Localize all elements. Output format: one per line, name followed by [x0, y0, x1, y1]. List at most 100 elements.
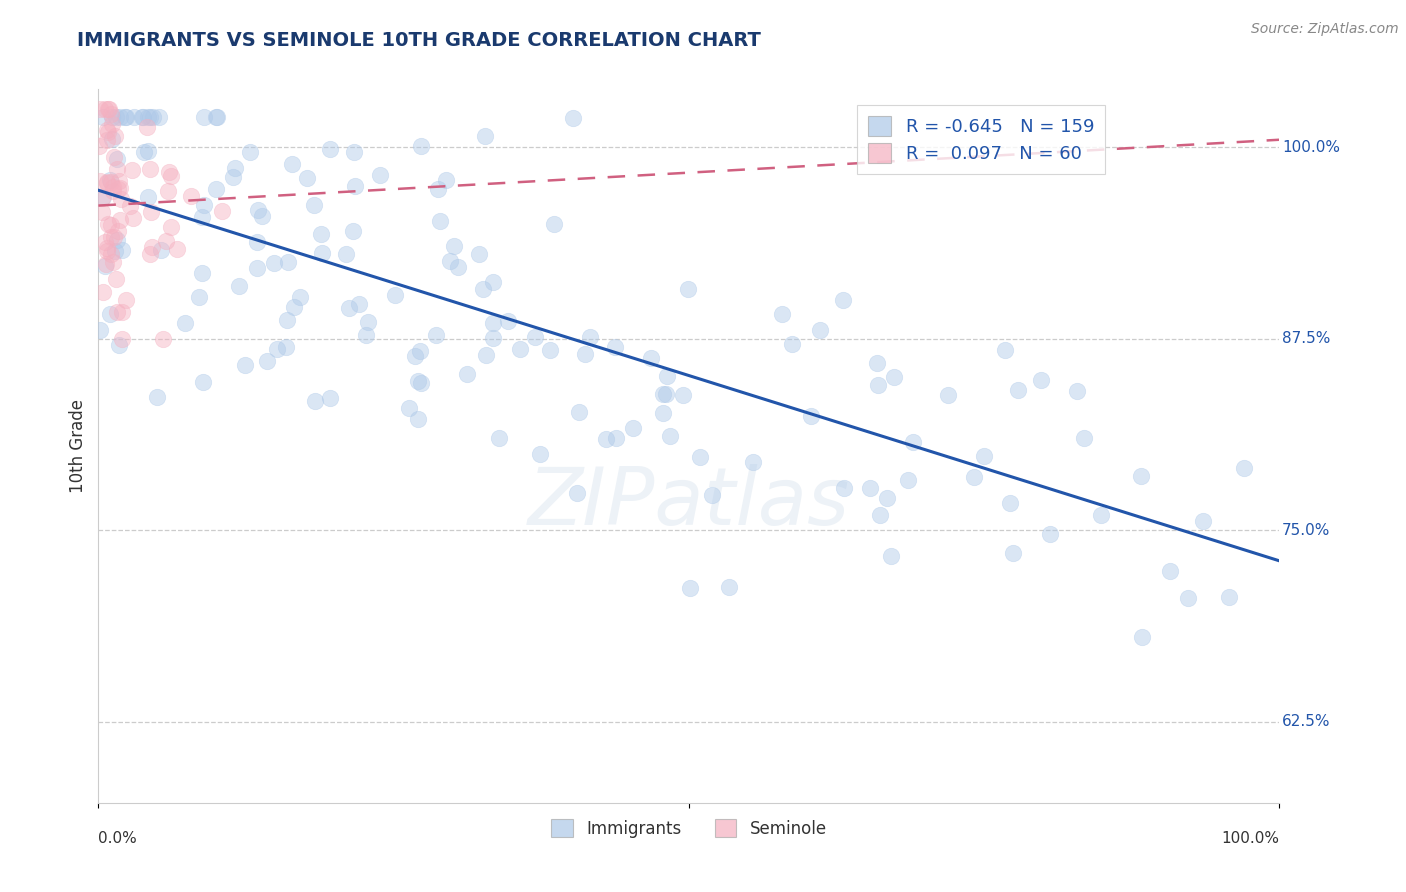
Point: [655, 386, 678, 401]
Point: [897, 473, 920, 487]
Point: [543, 217, 565, 231]
Point: [488, 431, 510, 445]
Point: [246, 261, 269, 276]
Point: [107, 174, 129, 188]
Point: [111, 243, 134, 257]
Point: [222, 169, 245, 184]
Point: [136, 145, 159, 159]
Point: [1218, 591, 1240, 605]
Point: [159, 169, 181, 183]
Point: [96, 133, 118, 147]
Point: [496, 314, 519, 328]
Point: [96, 257, 118, 271]
Point: [538, 343, 561, 358]
Point: [276, 312, 298, 326]
Point: [89, 323, 111, 337]
Point: [104, 244, 127, 258]
Point: [482, 331, 505, 345]
Text: 75.0%: 75.0%: [1282, 523, 1330, 538]
Point: [595, 432, 617, 446]
Point: [429, 214, 451, 228]
Point: [190, 210, 212, 224]
Point: [98, 172, 121, 186]
Point: [100, 175, 122, 189]
Point: [100, 247, 122, 261]
Point: [717, 580, 740, 594]
Point: [689, 450, 711, 465]
Point: [447, 260, 470, 274]
Point: [475, 348, 498, 362]
Point: [456, 367, 478, 381]
Point: [101, 116, 124, 130]
Point: [111, 332, 134, 346]
Point: [105, 305, 128, 319]
Point: [295, 170, 318, 185]
Point: [159, 219, 181, 234]
Point: [91, 190, 114, 204]
Point: [101, 184, 124, 198]
Point: [146, 390, 169, 404]
Point: [869, 508, 891, 523]
Point: [579, 330, 602, 344]
Point: [1066, 384, 1088, 399]
Point: [1001, 546, 1024, 560]
Point: [135, 120, 157, 134]
Point: [104, 129, 127, 144]
Point: [574, 347, 596, 361]
Point: [973, 449, 995, 463]
Point: [384, 288, 406, 302]
Point: [105, 153, 128, 167]
Point: [652, 386, 675, 401]
Point: [148, 110, 170, 124]
Point: [93, 102, 115, 116]
Point: [425, 328, 447, 343]
Point: [343, 145, 366, 159]
Point: [97, 103, 120, 117]
Point: [426, 182, 449, 196]
Point: [252, 209, 274, 223]
Point: [398, 401, 420, 415]
Point: [1159, 564, 1181, 578]
Point: [132, 145, 155, 159]
Point: [239, 145, 262, 160]
Point: [283, 300, 305, 314]
Point: [562, 111, 585, 125]
Point: [277, 255, 299, 269]
Point: [193, 110, 215, 124]
Point: [901, 434, 924, 449]
Point: [318, 142, 340, 156]
Point: [605, 431, 627, 445]
Point: [938, 387, 960, 401]
Point: [770, 307, 793, 321]
Point: [91, 205, 114, 219]
Point: [1039, 526, 1062, 541]
Point: [342, 225, 364, 239]
Point: [1090, 508, 1112, 523]
Point: [652, 406, 675, 420]
Point: [1130, 630, 1153, 644]
Point: [443, 239, 465, 253]
Point: [96, 122, 118, 136]
Point: [100, 107, 122, 121]
Point: [103, 150, 125, 164]
Point: [406, 374, 429, 388]
Point: [880, 549, 903, 564]
Point: [343, 178, 366, 193]
Point: [859, 481, 882, 495]
Point: [311, 246, 333, 260]
Point: [406, 412, 429, 426]
Point: [97, 125, 120, 139]
Text: IMMIGRANTS VS SEMINOLE 10TH GRADE CORRELATION CHART: IMMIGRANTS VS SEMINOLE 10TH GRADE CORREL…: [77, 31, 761, 50]
Point: [131, 110, 153, 124]
Point: [101, 110, 124, 124]
Point: [91, 285, 114, 299]
Point: [468, 247, 491, 261]
Point: [266, 342, 288, 356]
Point: [191, 375, 214, 389]
Point: [156, 184, 179, 198]
Point: [110, 180, 132, 194]
Point: [568, 405, 591, 419]
Point: [657, 369, 679, 384]
Point: [122, 110, 145, 124]
Point: [349, 297, 371, 311]
